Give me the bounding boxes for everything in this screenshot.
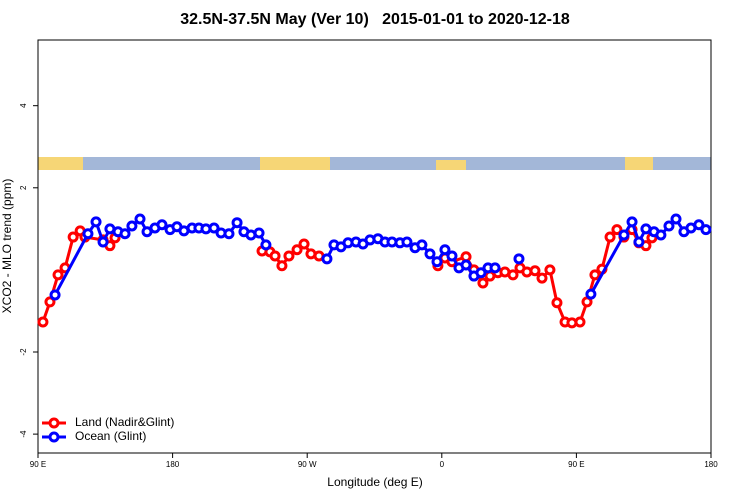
- x-tick-label: 180: [704, 460, 718, 469]
- x-tick-label: 90 W: [298, 460, 317, 469]
- point: [475, 267, 487, 279]
- point: [439, 244, 451, 256]
- point: [536, 272, 548, 284]
- point: [44, 296, 56, 308]
- land-strip: [38, 157, 83, 170]
- y-tick-label: 4: [19, 103, 28, 108]
- point: [574, 316, 586, 328]
- point: [283, 250, 295, 262]
- point: [416, 239, 428, 251]
- land-strip: [436, 160, 466, 170]
- point: [156, 219, 168, 231]
- point: [489, 262, 501, 274]
- point: [223, 228, 235, 240]
- point: [551, 297, 563, 309]
- point: [253, 227, 265, 239]
- point: [119, 228, 131, 240]
- point: [529, 265, 541, 277]
- point: [544, 264, 556, 276]
- point: [401, 236, 413, 248]
- point: [604, 231, 616, 243]
- point: [507, 269, 519, 281]
- point: [67, 231, 79, 243]
- point: [589, 269, 601, 281]
- y-tick-label: -4: [19, 430, 28, 438]
- ocean-strip: [38, 157, 711, 170]
- point: [585, 288, 597, 300]
- y-tick-label: -2: [19, 348, 28, 356]
- legend-swatch: [48, 417, 60, 429]
- x-tick-label: 180: [166, 460, 180, 469]
- chart-title: 32.5N-37.5N May (Ver 10) 2015-01-01 to 2…: [180, 11, 570, 28]
- point: [298, 238, 310, 250]
- point: [431, 256, 443, 268]
- point: [231, 217, 243, 229]
- point: [611, 224, 623, 236]
- point: [97, 236, 109, 248]
- point: [460, 259, 472, 271]
- point: [208, 222, 220, 234]
- point: [513, 253, 525, 265]
- point: [126, 220, 138, 232]
- point: [693, 219, 705, 231]
- legend: Land (Nadir&Glint) Ocean (Glint): [42, 415, 174, 443]
- x-tick-label: 90 E: [30, 460, 46, 469]
- y-axis-label: XCO2 - MLO trend (ppm): [0, 179, 14, 314]
- map-strip: [38, 157, 711, 170]
- point: [321, 253, 333, 265]
- point: [49, 289, 61, 301]
- point: [90, 216, 102, 228]
- x-tick-label: 0: [440, 460, 445, 469]
- point: [633, 236, 645, 248]
- point: [626, 216, 638, 228]
- point: [52, 269, 64, 281]
- legend-label: Land (Nadir&Glint): [75, 415, 174, 429]
- plot-frame: [37, 39, 712, 454]
- point: [618, 229, 630, 241]
- x-axis-label: Longitude (deg E): [327, 475, 422, 489]
- land-strip: [625, 157, 653, 170]
- point: [670, 213, 682, 225]
- point: [446, 250, 458, 262]
- point: [82, 228, 94, 240]
- point: [424, 248, 436, 260]
- point: [655, 229, 667, 241]
- point: [276, 260, 288, 272]
- point: [700, 224, 712, 236]
- point: [269, 250, 281, 262]
- point: [134, 213, 146, 225]
- legend-label: Ocean (Glint): [75, 429, 146, 443]
- land-strip: [260, 157, 330, 170]
- x-tick-label: 90 E: [568, 460, 584, 469]
- legend-swatch: [48, 431, 60, 443]
- point: [663, 220, 675, 232]
- y-tick-label: 2: [19, 185, 28, 190]
- point: [477, 277, 489, 289]
- point: [291, 244, 303, 256]
- point: [260, 239, 272, 251]
- point: [37, 316, 49, 328]
